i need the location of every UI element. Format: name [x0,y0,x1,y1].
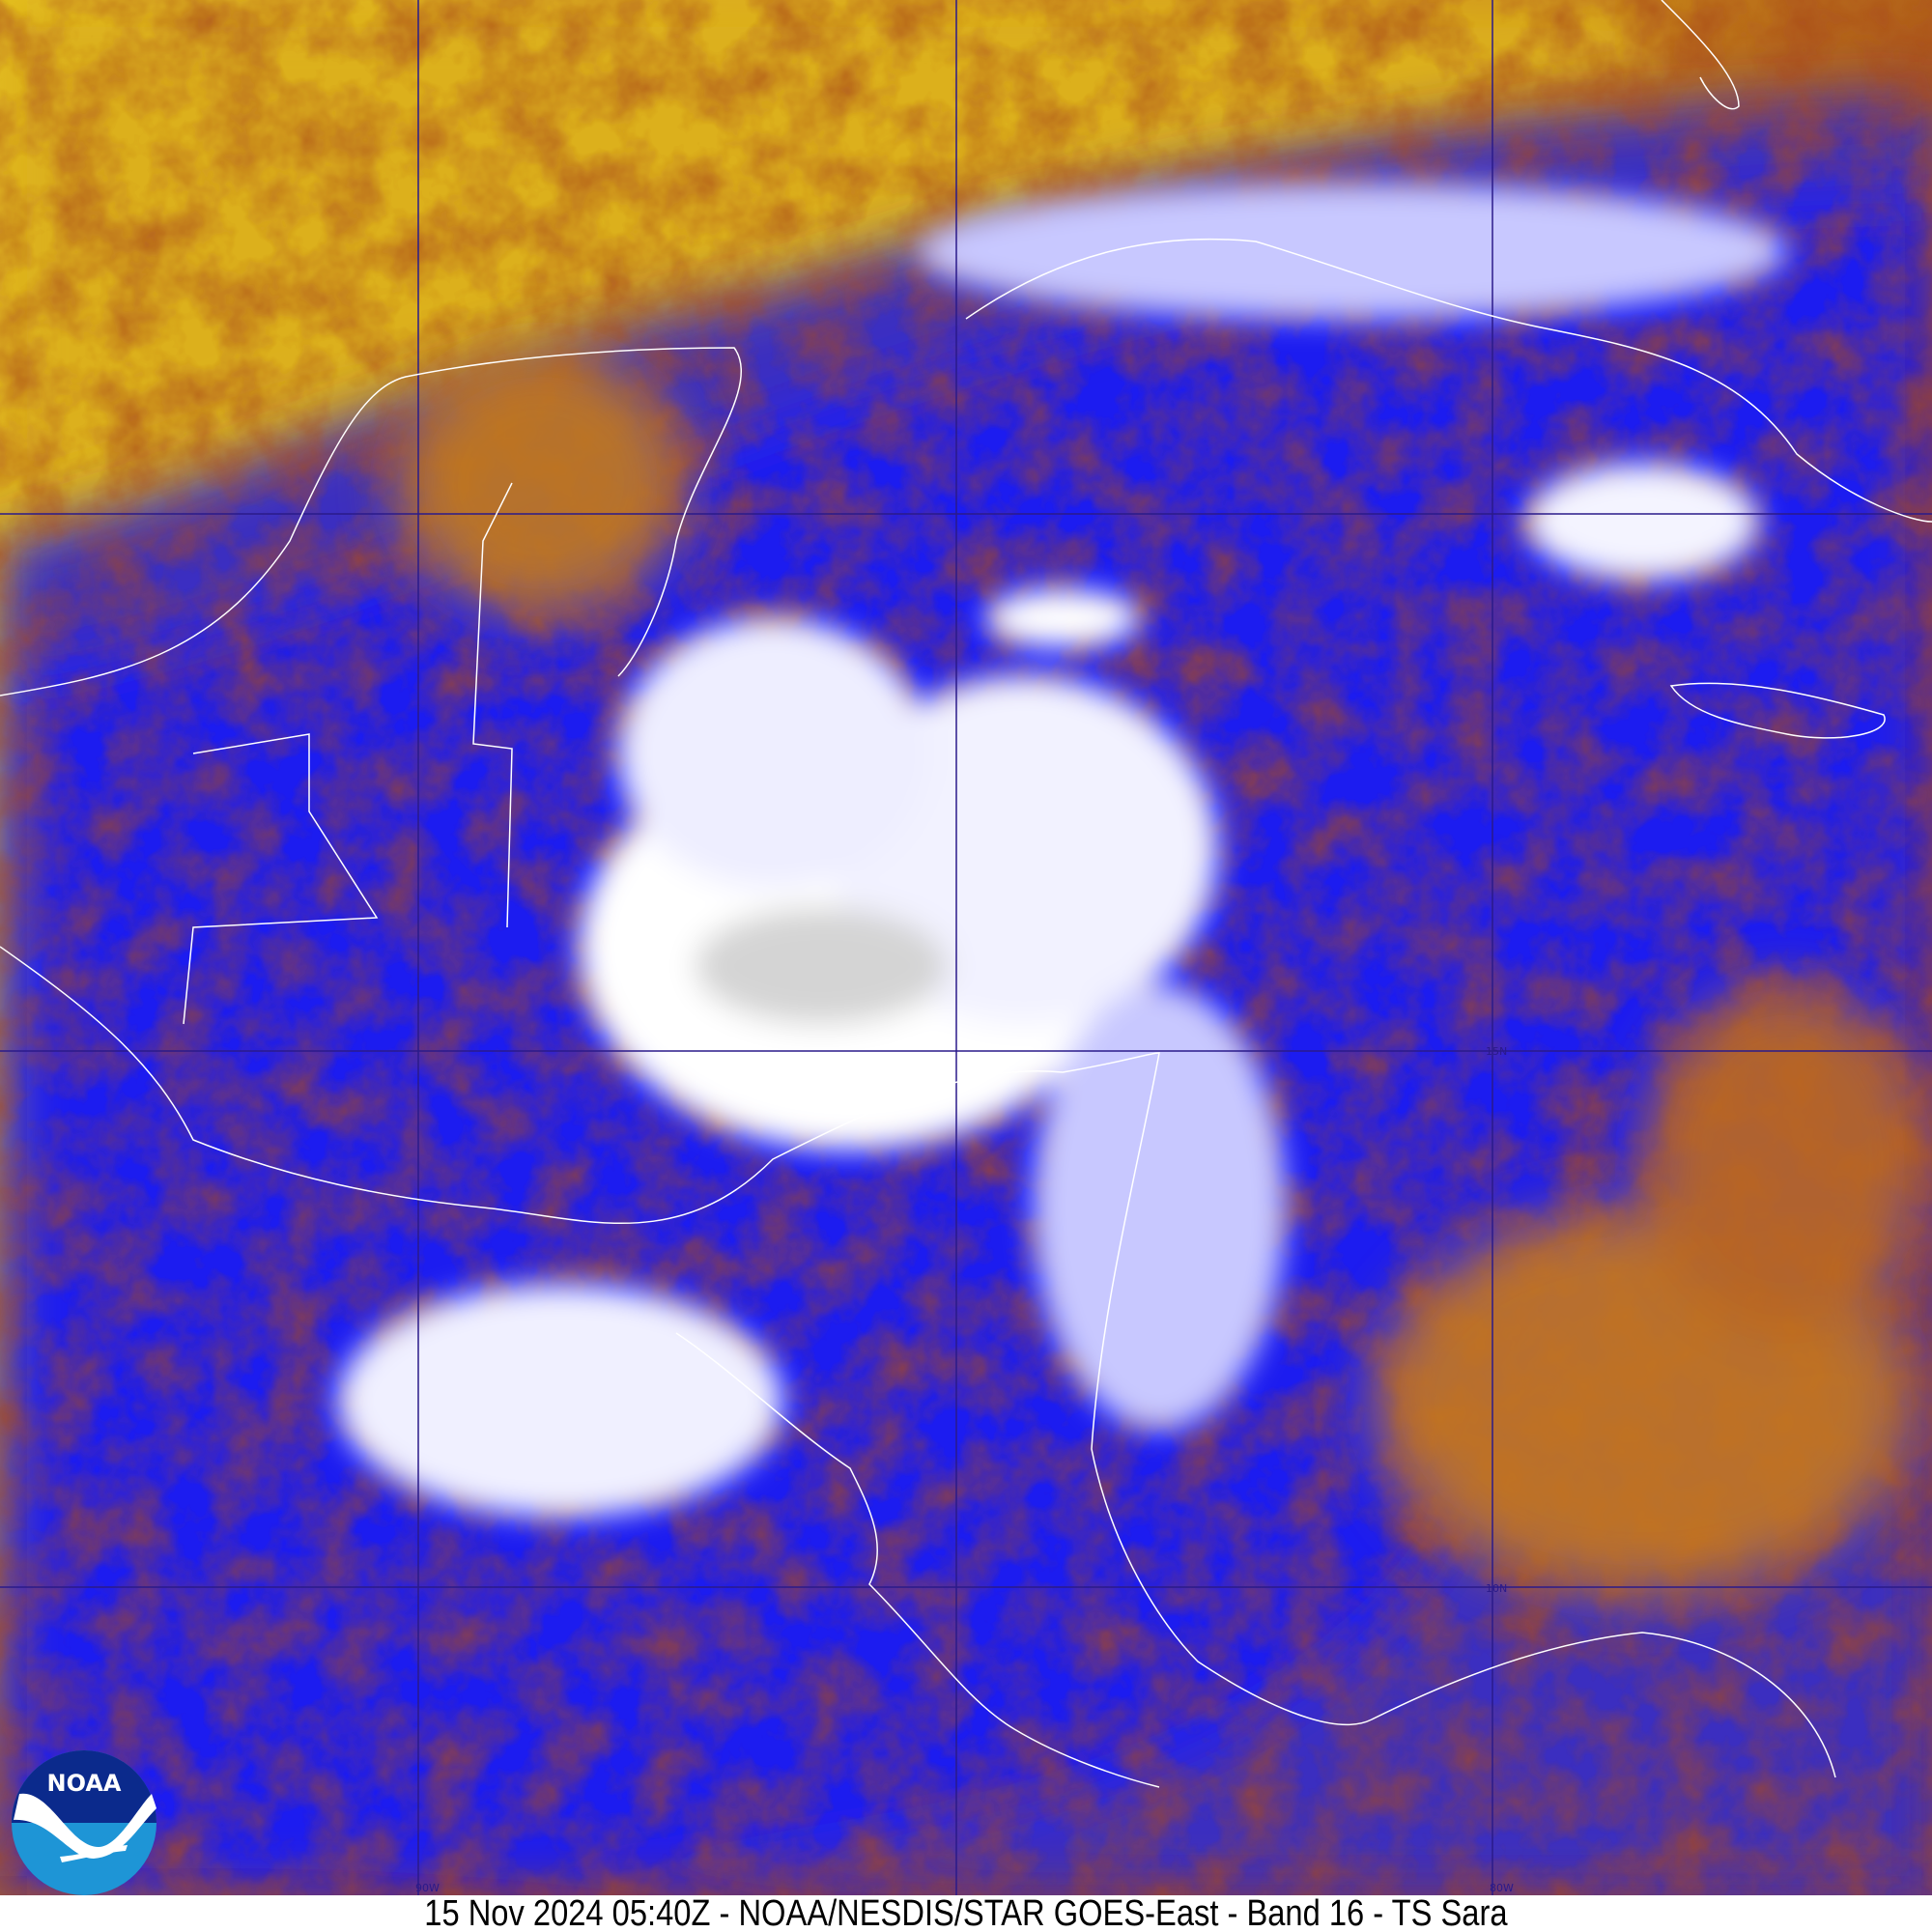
grid-label-10n: 10N [1486,1582,1507,1595]
image-caption: 15 Nov 2024 05:40Z - NOAA/NESDIS/STAR GO… [0,1895,1932,1932]
grid-label-15n: 15N [1486,1045,1507,1058]
grid-label-90w: 90W [415,1882,440,1894]
coastlines [0,0,1932,1787]
caption-text: 15 Nov 2024 05:40Z - NOAA/NESDIS/STAR GO… [424,1893,1508,1932]
svg-text:NOAA: NOAA [47,1770,122,1797]
grid-label-80w: 80W [1490,1882,1514,1894]
noaa-logo: NOAA [12,1750,156,1895]
